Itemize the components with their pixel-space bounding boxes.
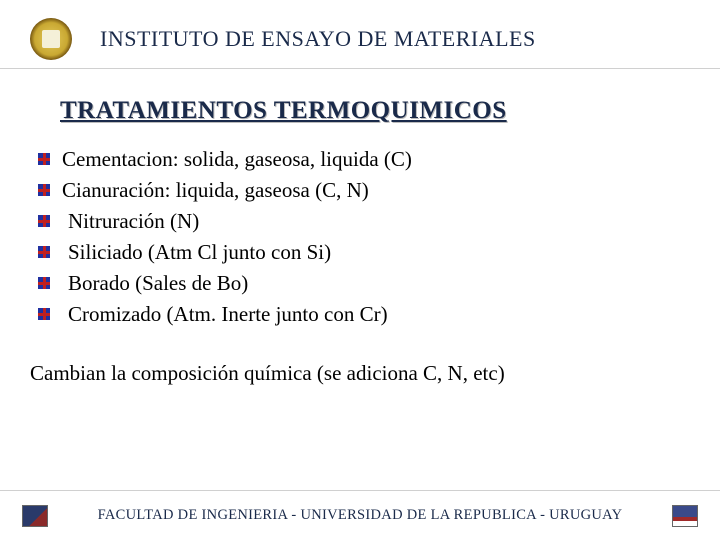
list-item: Siliciado (Atm Cl junto con Si) — [38, 240, 690, 265]
list-bullet-icon — [38, 308, 50, 320]
list-item: Cromizado (Atm. Inerte junto con Cr) — [38, 302, 690, 327]
list-item-text: Cromizado (Atm. Inerte junto con Cr) — [68, 302, 388, 327]
list-item-text: Siliciado (Atm Cl junto con Si) — [68, 240, 331, 265]
list-bullet-icon — [38, 153, 50, 165]
list-bullet-icon — [38, 246, 50, 258]
section-subtitle: TRATAMIENTOS TERMOQUIMICOS — [60, 97, 690, 125]
slide-content: TRATAMIENTOS TERMOQUIMICOS Cementacion: … — [0, 69, 720, 386]
header-title: INSTITUTO DE ENSAYO DE MATERIALES — [100, 26, 536, 52]
list-item: Nitruración (N) — [38, 209, 690, 234]
list-bullet-icon — [38, 184, 50, 196]
list-item-text: Cianuración: liquida, gaseosa (C, N) — [62, 178, 369, 203]
list-item: Cianuración: liquida, gaseosa (C, N) — [38, 178, 690, 203]
header: INSTITUTO DE ENSAYO DE MATERIALES — [0, 0, 720, 69]
list-item-text: Borado (Sales de Bo) — [68, 271, 248, 296]
list-item-text: Cementacion: solida, gaseosa, liquida (C… — [62, 147, 412, 172]
list-item: Cementacion: solida, gaseosa, liquida (C… — [38, 147, 690, 172]
institute-logo-icon — [30, 18, 72, 60]
footer-logo-right-icon — [672, 505, 698, 527]
list-item-text: Nitruración (N) — [68, 209, 199, 234]
footer: FACULTAD DE INGENIERIA - UNIVERSIDAD DE … — [0, 490, 720, 540]
list-bullet-icon — [38, 277, 50, 289]
treatment-list: Cementacion: solida, gaseosa, liquida (C… — [38, 147, 690, 327]
summary-note: Cambian la composición química (se adici… — [30, 361, 690, 386]
list-bullet-icon — [38, 215, 50, 227]
footer-text: FACULTAD DE INGENIERIA - UNIVERSIDAD DE … — [98, 507, 623, 524]
list-item: Borado (Sales de Bo) — [38, 271, 690, 296]
footer-logo-left-icon — [22, 505, 48, 527]
